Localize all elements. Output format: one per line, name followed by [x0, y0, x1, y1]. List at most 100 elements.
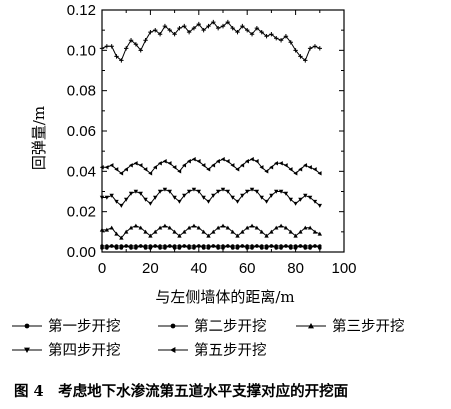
- data-point: [119, 235, 124, 240]
- data-point: [225, 189, 231, 194]
- legend-marker: [308, 323, 314, 329]
- data-point: [245, 189, 250, 194]
- data-point: [317, 231, 322, 236]
- data-point: [197, 244, 201, 248]
- data-point: [215, 189, 221, 194]
- data-point: [264, 244, 269, 248]
- legend-marker: [170, 323, 176, 329]
- data-point: [114, 54, 119, 59]
- data-point: [153, 195, 158, 200]
- data-point: [230, 25, 235, 31]
- data-point: [215, 25, 221, 31]
- data-point: [105, 244, 109, 248]
- data-point: [298, 54, 303, 59]
- data-point: [216, 244, 220, 248]
- figure-caption: 图 4 考虑地下水渗流第五道水平支撑对应的开挖面: [14, 382, 348, 400]
- data-point: [109, 225, 114, 230]
- data-point: [153, 27, 158, 33]
- data-point: [259, 195, 264, 200]
- data-point: [235, 199, 240, 204]
- data-point: [307, 165, 312, 170]
- data-point: [211, 193, 216, 198]
- data-point: [114, 244, 119, 248]
- data-point: [278, 223, 284, 228]
- data-point: [114, 231, 119, 236]
- data-point: [206, 199, 211, 204]
- x-tick-label: 0: [98, 260, 106, 277]
- data-point: [303, 244, 308, 248]
- data-point: [254, 159, 259, 164]
- data-point: [104, 44, 110, 49]
- data-point: [288, 229, 293, 234]
- data-point: [172, 244, 177, 248]
- data-point: [240, 244, 245, 248]
- data-point: [201, 27, 206, 33]
- data-point: [318, 244, 322, 248]
- data-point: [235, 244, 240, 248]
- data-point: [293, 233, 298, 238]
- data-point: [133, 223, 139, 228]
- data-point: [138, 48, 143, 53]
- data-point: [186, 29, 192, 35]
- data-point: [187, 244, 191, 248]
- data-point: [303, 193, 308, 198]
- data-point: [245, 225, 250, 230]
- data-point: [274, 36, 279, 41]
- data-point: [186, 159, 191, 164]
- y-tick-label: 0.10: [67, 42, 96, 59]
- data-point: [274, 225, 279, 230]
- data-point: [186, 189, 192, 194]
- data-point: [196, 159, 201, 164]
- data-point: [167, 161, 172, 166]
- data-point: [167, 27, 172, 33]
- data-point: [313, 244, 317, 248]
- data-point: [312, 167, 317, 172]
- data-point: [283, 191, 289, 196]
- data-point: [240, 193, 245, 198]
- data-point: [317, 171, 322, 176]
- data-point: [284, 244, 288, 248]
- data-point: [182, 23, 187, 29]
- data-point: [182, 244, 187, 248]
- data-point: [177, 233, 182, 238]
- data-point: [259, 29, 264, 35]
- data-point: [211, 244, 216, 248]
- data-point: [134, 244, 138, 248]
- data-point: [182, 229, 187, 234]
- data-point: [215, 159, 220, 164]
- legend-label: 第四步开挖: [48, 341, 121, 359]
- data-point: [109, 163, 114, 168]
- data-point: [274, 161, 278, 166]
- data-point: [100, 244, 104, 248]
- data-point: [138, 225, 143, 230]
- data-point: [249, 32, 255, 37]
- data-point: [312, 199, 318, 204]
- series-6: [99, 19, 322, 63]
- data-point: [269, 229, 274, 234]
- y-tick-label: 0.02: [67, 204, 96, 221]
- x-tick-label: 100: [331, 260, 356, 277]
- data-point: [124, 197, 129, 202]
- data-point: [162, 187, 168, 192]
- data-point: [206, 23, 211, 29]
- data-point: [264, 34, 269, 39]
- data-point: [226, 244, 230, 248]
- data-point: [133, 161, 138, 166]
- data-point: [298, 167, 303, 172]
- data-point: [274, 189, 279, 194]
- data-point: [133, 189, 139, 194]
- data-point: [143, 38, 148, 43]
- y-axis-title: 回弹量/m: [30, 106, 48, 170]
- data-point: [255, 244, 259, 248]
- data-point: [153, 229, 158, 234]
- data-point: [269, 32, 274, 37]
- data-point: [119, 203, 124, 208]
- data-point: [104, 227, 110, 232]
- data-point: [254, 25, 260, 31]
- data-point: [298, 229, 303, 234]
- data-point: [288, 40, 293, 45]
- data-point: [191, 187, 197, 192]
- data-point: [220, 23, 226, 29]
- legend-label: 第五步开挖: [194, 341, 267, 359]
- data-point: [196, 189, 201, 194]
